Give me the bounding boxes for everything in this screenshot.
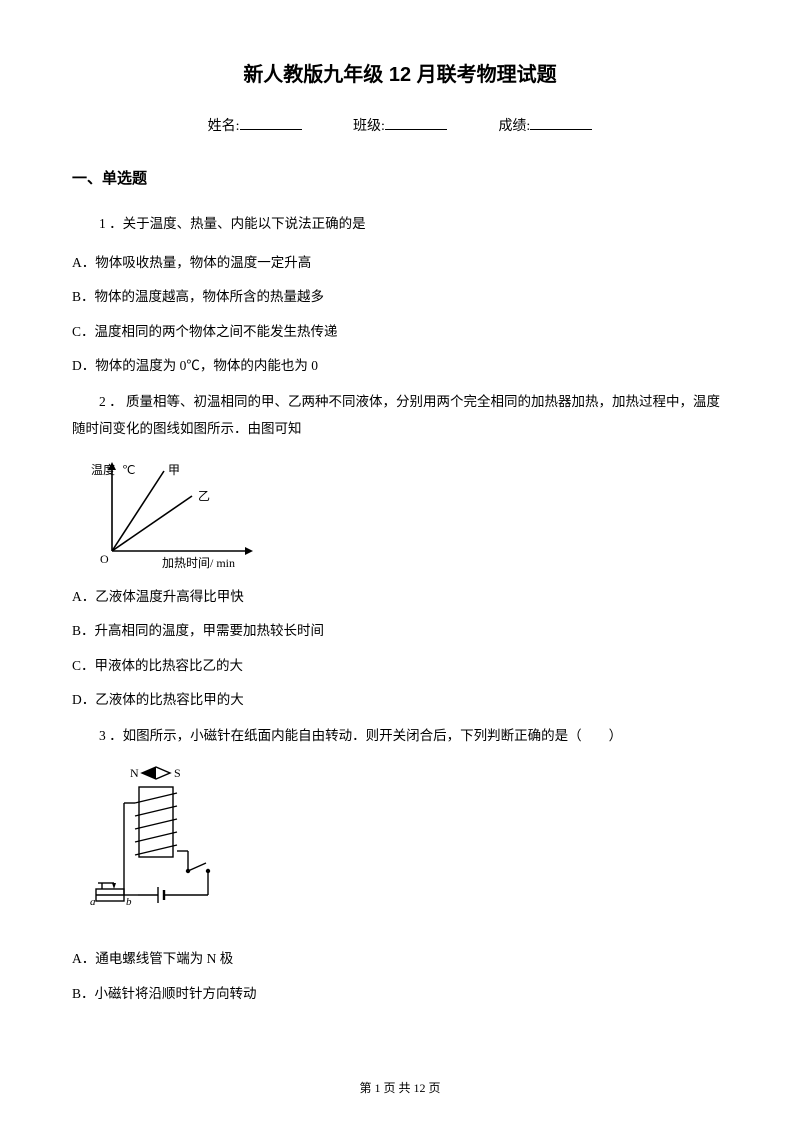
q2-stem: 2 ． 质量相等、初温相同的甲、乙两种不同液体，分别用两个完全相同的加热器加热，…: [72, 388, 728, 442]
footer-prefix: 第: [359, 1081, 374, 1095]
q3-option-a: A．通电螺线管下端为 N 极: [72, 947, 728, 971]
q1-stem: 1 ．关于温度、热量、内能以下说法正确的是: [72, 210, 728, 237]
q2-option-b: B．升高相同的温度，甲需要加热较长时间: [72, 619, 728, 643]
q2-option-a: A．乙液体温度升高得比甲快: [72, 585, 728, 609]
svg-text:℃: ℃: [122, 463, 135, 477]
q3-stem: 3 ．如图所示，小磁针在纸面内能自由转动．则开关闭合后，下列判断正确的是（ ）: [72, 722, 728, 749]
q2-chart: 温度 ℃ 甲乙 O 加热时间/ min: [84, 456, 728, 571]
footer-mid: 页 共: [380, 1081, 413, 1095]
q1-option-b: B．物体的温度越高，物体所含的热量越多: [72, 285, 728, 309]
q2-option-c: C．甲液体的比热容比乙的大: [72, 654, 728, 678]
header-fields: 姓名: 班级: 成绩:: [72, 115, 728, 135]
svg-text:a: a: [90, 896, 96, 908]
svg-text:乙: 乙: [198, 489, 210, 503]
q3-option-b: B．小磁针将沿顺时针方向转动: [72, 982, 728, 1006]
footer-suffix: 页: [426, 1081, 441, 1095]
class-underline: [385, 116, 447, 130]
name-label: 姓名:: [208, 119, 240, 134]
q1-option-d: D．物体的温度为 0℃，物体的内能也为 0: [72, 354, 728, 378]
svg-text:温度: 温度: [91, 462, 115, 477]
score-underline: [530, 116, 592, 130]
svg-text:N: N: [130, 766, 139, 780]
svg-text:甲: 甲: [168, 463, 180, 477]
class-label: 班级:: [353, 119, 385, 134]
q1-option-c: C．温度相同的两个物体之间不能发生热传递: [72, 320, 728, 344]
page-footer: 第 1 页 共 12 页: [0, 1079, 800, 1096]
page-title: 新人教版九年级 12 月联考物理试题: [72, 58, 728, 87]
q3-diagram: N Sa b: [84, 763, 728, 933]
svg-text:b: b: [126, 896, 132, 908]
svg-text:S: S: [174, 766, 181, 780]
svg-text:O: O: [100, 552, 109, 566]
q1-option-a: A．物体吸收热量，物体的温度一定升高: [72, 251, 728, 275]
name-underline: [240, 116, 302, 130]
svg-text:加热时间/ min: 加热时间/ min: [162, 556, 235, 570]
footer-total: 12: [414, 1081, 426, 1095]
score-label: 成绩:: [498, 119, 530, 134]
q2-option-d: D．乙液体的比热容比甲的大: [72, 688, 728, 712]
section-heading: 一、单选题: [72, 167, 728, 188]
